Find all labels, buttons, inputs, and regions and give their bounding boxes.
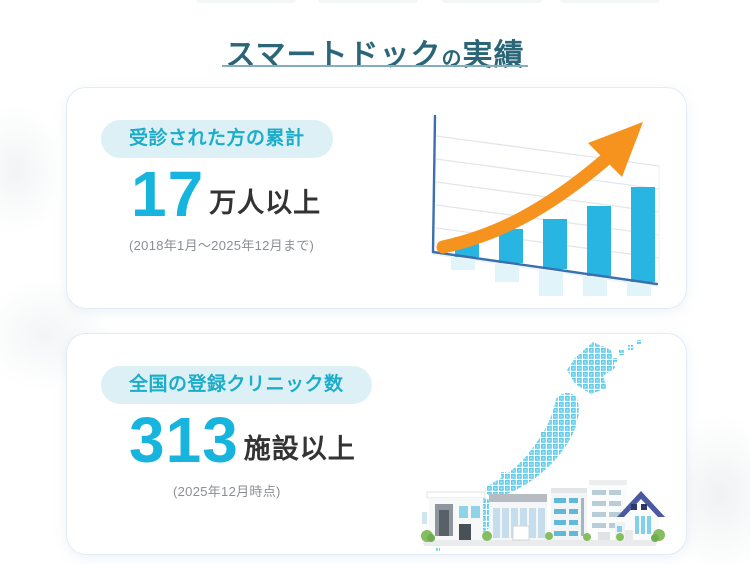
growth-bar-chart-illustration xyxy=(431,114,660,296)
page-title-particle: の xyxy=(441,47,463,70)
background-smudge xyxy=(0,105,66,235)
growth-arrow xyxy=(436,153,612,254)
patients-value: 17 xyxy=(131,158,205,230)
clinics-unit: 施設以上 xyxy=(243,433,356,464)
cutoff-element-fragment xyxy=(318,0,418,3)
japan-map-clinics-illustration xyxy=(421,340,665,552)
patients-stat: 17 万人以上 xyxy=(131,158,686,230)
patients-unit: 万人以上 xyxy=(209,187,322,218)
patients-badge: 受診された方の累計 xyxy=(101,120,333,158)
clinics-stat: 313 施設以上 xyxy=(129,404,686,476)
clinics-value: 313 xyxy=(129,404,239,476)
clinics-badge: 全国の登録クリニック数 xyxy=(101,366,372,404)
cutoff-element-fragment xyxy=(196,0,296,3)
title-underline xyxy=(222,65,528,67)
patients-period-note: (2018年1月〜2025年12月まで) xyxy=(129,237,315,253)
cutoff-element-fragment xyxy=(442,0,542,3)
page-title: スマートドックの実績 xyxy=(0,38,750,74)
clinics-stat-card: 全国の登録クリニック数 313 施設以上 (2025年12月時点) xyxy=(66,333,687,555)
patients-stat-card: 受診された方の累計 17 万人以上 (2018年1月〜2025年12月まで) xyxy=(66,87,687,309)
clinic-buildings xyxy=(421,480,665,546)
cutoff-element-fragment xyxy=(560,0,660,3)
clinics-date-note: (2025年12月時点) xyxy=(173,483,281,499)
